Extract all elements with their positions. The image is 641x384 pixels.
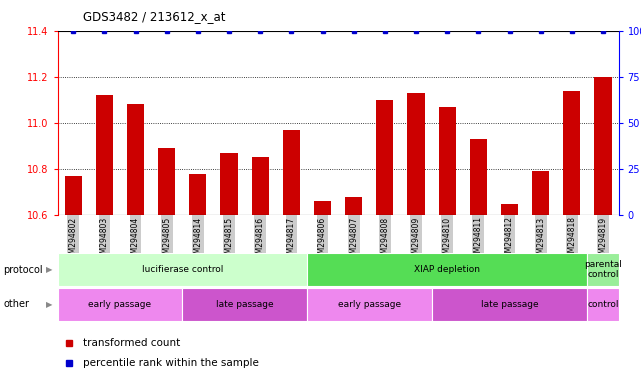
Text: other: other: [3, 299, 29, 310]
Text: XIAP depletion: XIAP depletion: [414, 265, 480, 274]
Text: parental
control: parental control: [584, 260, 622, 280]
Bar: [221, 153, 238, 215]
Bar: [438, 107, 456, 215]
Bar: [408, 93, 424, 215]
Bar: [65, 176, 82, 215]
Bar: [189, 174, 206, 215]
Bar: [587, 288, 619, 321]
Bar: [58, 253, 307, 286]
Bar: [127, 104, 144, 215]
Bar: [252, 157, 269, 215]
Text: ▶: ▶: [46, 300, 53, 309]
Text: early passage: early passage: [338, 300, 401, 309]
Bar: [587, 253, 619, 286]
Bar: [96, 95, 113, 215]
Bar: [376, 100, 394, 215]
Bar: [182, 288, 307, 321]
Bar: [283, 130, 300, 215]
Bar: [563, 91, 580, 215]
Bar: [501, 204, 518, 215]
Text: late passage: late passage: [216, 300, 274, 309]
Bar: [470, 139, 487, 215]
Text: transformed count: transformed count: [83, 338, 180, 348]
Text: protocol: protocol: [3, 265, 43, 275]
Text: late passage: late passage: [481, 300, 538, 309]
Bar: [532, 171, 549, 215]
Bar: [314, 201, 331, 215]
Text: early passage: early passage: [88, 300, 151, 309]
Text: GDS3482 / 213612_x_at: GDS3482 / 213612_x_at: [83, 10, 226, 23]
Bar: [345, 197, 362, 215]
Bar: [431, 288, 587, 321]
Text: control: control: [587, 300, 619, 309]
Bar: [307, 253, 587, 286]
Bar: [158, 148, 176, 215]
Text: lucifierase control: lucifierase control: [142, 265, 223, 274]
Text: ▶: ▶: [46, 265, 53, 274]
Bar: [58, 288, 182, 321]
Bar: [594, 77, 612, 215]
Bar: [307, 288, 431, 321]
Text: percentile rank within the sample: percentile rank within the sample: [83, 358, 259, 368]
